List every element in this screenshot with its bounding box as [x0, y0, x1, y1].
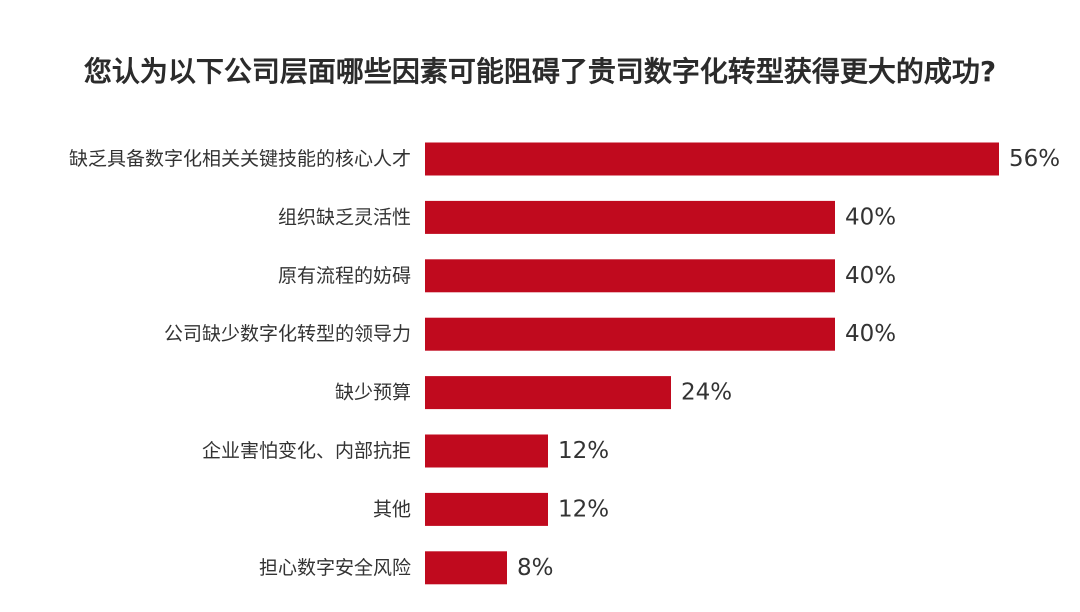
- category-label: 原有流程的妨碍: [278, 265, 411, 287]
- category-label: 缺乏具备数字化相关关键技能的核心人才: [69, 148, 411, 170]
- value-label: 12%: [558, 438, 609, 464]
- bar: [425, 434, 548, 468]
- bar: [425, 492, 548, 526]
- value-label: 24%: [681, 380, 732, 406]
- category-label: 企业害怕变化、内部抗拒: [202, 440, 411, 462]
- bar: [425, 259, 835, 293]
- bar: [425, 200, 835, 234]
- bar: [425, 142, 999, 176]
- value-label: 8%: [517, 555, 554, 581]
- category-label: 组织缺乏灵活性: [278, 206, 411, 228]
- value-label: 40%: [845, 321, 896, 347]
- bar: [425, 551, 507, 585]
- category-label: 公司缺少数字化转型的领导力: [164, 323, 411, 345]
- value-label: 40%: [845, 204, 896, 230]
- value-label: 40%: [845, 263, 896, 289]
- value-label: 56%: [1009, 146, 1060, 172]
- category-label: 担心数字安全风险: [259, 557, 411, 579]
- category-label: 其他: [373, 498, 411, 520]
- bars-layer: 缺乏具备数字化相关关键技能的核心人才 56% 组织缺乏灵活性 40% 原有流程的妨碍 40…: [69, 142, 1060, 585]
- category-label: 缺少预算: [335, 382, 411, 404]
- bar: [425, 317, 835, 351]
- value-label: 12%: [558, 496, 609, 522]
- bar: [425, 376, 671, 410]
- chart-title: 您认为以下公司层面哪些因素可能阻碍了贵司数字化转型获得更大的成功?: [83, 55, 997, 88]
